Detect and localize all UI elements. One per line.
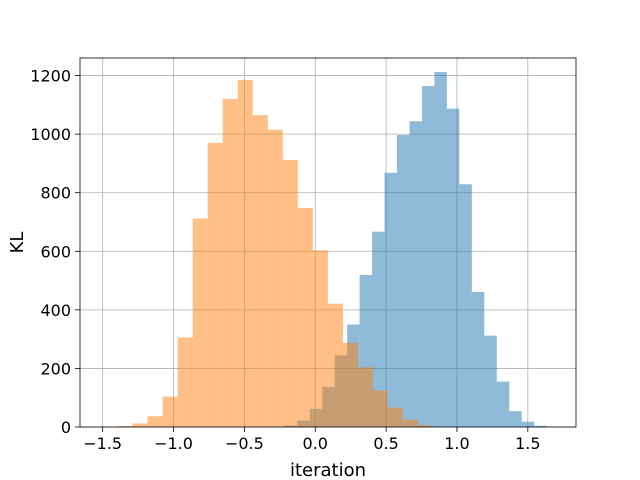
x-tick-label: −1.5 bbox=[83, 434, 122, 453]
histogram-bar-series-1 bbox=[434, 72, 447, 428]
histogram-bar-series-2 bbox=[162, 396, 178, 427]
histogram-bar-series-2 bbox=[402, 419, 418, 427]
x-tick-label: 0.5 bbox=[373, 434, 398, 453]
histogram-bar-series-1 bbox=[372, 231, 385, 427]
y-axis-label: KL bbox=[7, 232, 28, 254]
histogram-bar-series-1 bbox=[384, 172, 398, 427]
histogram-bar-series-2 bbox=[177, 337, 193, 427]
y-tick-label: 200 bbox=[40, 359, 71, 378]
y-tick-label: 400 bbox=[40, 301, 71, 320]
x-tick-label: −0.5 bbox=[225, 434, 264, 453]
y-tick-label: 600 bbox=[40, 242, 71, 261]
histogram-bar-series-2 bbox=[387, 407, 403, 427]
x-tick-label: 1.5 bbox=[515, 434, 540, 453]
histogram-bar-series-2 bbox=[117, 426, 133, 427]
histogram-bar-series-2 bbox=[357, 367, 373, 427]
histogram-bar-series-1 bbox=[496, 381, 510, 427]
y-tick-label: 1000 bbox=[30, 125, 71, 144]
y-tick-label: 800 bbox=[40, 184, 71, 203]
histogram-bar-series-1 bbox=[509, 411, 522, 427]
histogram-bars bbox=[117, 72, 547, 428]
histogram-bar-series-2 bbox=[147, 416, 163, 427]
y-tick-label: 0 bbox=[61, 418, 71, 437]
y-tick-label: 1200 bbox=[30, 67, 71, 86]
histogram-bar-series-2 bbox=[372, 390, 388, 427]
histogram-bar-series-1 bbox=[446, 108, 460, 428]
histogram-bar-series-1 bbox=[484, 335, 497, 427]
histogram-bar-series-2 bbox=[207, 142, 223, 427]
histogram-bar-series-2 bbox=[222, 99, 238, 427]
histogram-bar-series-1 bbox=[409, 121, 422, 427]
histogram-bar-series-2 bbox=[312, 250, 328, 427]
x-tick-label: 0.0 bbox=[303, 434, 328, 453]
histogram-bar-series-2 bbox=[192, 218, 208, 427]
histogram-bar-series-1 bbox=[471, 291, 485, 427]
histogram-bar-series-1 bbox=[397, 135, 410, 427]
x-tick-label: −1.0 bbox=[154, 434, 193, 453]
histogram-bar-series-2 bbox=[417, 425, 434, 427]
axis-ticks: −1.5 −1.0 −0.5 0.0 0.5 1.0 1.5 0 200 400 600 800 100… bbox=[30, 67, 540, 453]
x-axis-label: iteration bbox=[290, 460, 366, 480]
plot-frame bbox=[79, 57, 577, 428]
histogram-bar-series-2 bbox=[132, 423, 148, 427]
histogram-bar-series-1 bbox=[534, 425, 547, 427]
histogram-bar-series-2 bbox=[237, 79, 253, 427]
histogram-bar-series-1 bbox=[459, 184, 472, 427]
histogram-bar-series-2 bbox=[327, 303, 343, 427]
histogram-bar-series-1 bbox=[521, 421, 535, 427]
histogram-bar-series-2 bbox=[252, 115, 268, 427]
histogram-bar-series-2 bbox=[282, 159, 298, 427]
histogram-bar-series-2 bbox=[297, 207, 313, 427]
x-tick-label: 1.0 bbox=[444, 434, 469, 453]
histogram-bar-series-2 bbox=[267, 129, 283, 427]
histogram-bar-series-2 bbox=[342, 342, 358, 427]
histogram-bar-series-1 bbox=[421, 86, 435, 427]
